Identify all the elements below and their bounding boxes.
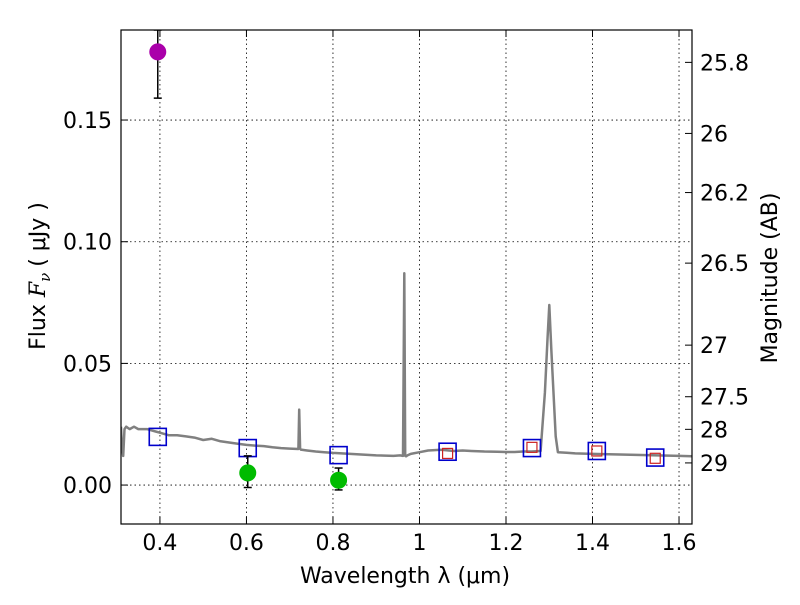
y2-axis-title: Magnitude (AB) xyxy=(758,193,783,364)
y2-tick-label: 27.5 xyxy=(700,386,749,411)
x-tick-label: 0.6 xyxy=(229,531,264,556)
detection-point xyxy=(239,464,257,482)
ticks-layer: 0.4 0.6 0.8 1 1.2 1.4 1.6 0.00 0.05 0.10 0.15 25.8 2… xyxy=(63,30,749,556)
model-photometry-square xyxy=(645,448,665,467)
y-axis-title-subscript: ν xyxy=(36,273,54,282)
plot-frame xyxy=(120,29,693,525)
detection-point xyxy=(149,43,167,61)
y2-tick-label: 26.5 xyxy=(700,252,749,277)
y-axis-title-prefix: Flux xyxy=(26,304,51,350)
y2-tick-label: 26 xyxy=(700,122,728,147)
model-photometry-square xyxy=(522,438,542,458)
y2-tick-label: 28 xyxy=(700,418,728,443)
y-tick-label: 0.05 xyxy=(63,352,112,377)
x-axis-title: Wavelength λ (μm) xyxy=(300,564,510,589)
x-tick-label: 1 xyxy=(412,531,426,556)
y2-tick-label: 27 xyxy=(700,334,728,359)
model-photometry-square xyxy=(587,441,607,461)
x-tick-label: 1.6 xyxy=(662,531,697,556)
data-layer xyxy=(121,30,692,491)
observed-photometry-square xyxy=(591,445,603,457)
observed-photometry-square xyxy=(649,452,661,464)
y2-tick-label: 25.8 xyxy=(700,51,749,76)
model-photometry-square xyxy=(438,442,457,462)
model-photometry-square xyxy=(148,427,168,447)
grid-layer xyxy=(121,30,692,524)
x-tick-label: 0.4 xyxy=(142,531,177,556)
x-tick-label: 1.2 xyxy=(488,531,523,556)
y-tick-label: 0.00 xyxy=(63,474,112,499)
model-photometry-square xyxy=(238,438,258,458)
y-tick-label: 0.10 xyxy=(63,231,112,256)
y-tick-label: 0.15 xyxy=(63,109,112,134)
observed-photometry-square xyxy=(441,447,454,460)
y-axis-title-unit: ( μJy ) xyxy=(26,202,51,267)
model-photometry-square xyxy=(329,445,348,465)
x-tick-label: 1.4 xyxy=(575,531,610,556)
x-tick-label: 0.8 xyxy=(315,531,350,556)
y2-tick-label: 29 xyxy=(700,452,728,477)
y-axis-title-symbol: F xyxy=(26,281,51,298)
detection-point xyxy=(330,471,348,489)
sed-model-line xyxy=(121,272,692,458)
y-axis-title: Flux Fν ( μJy ) xyxy=(26,202,54,350)
observed-photometry-square xyxy=(526,441,538,453)
y2-tick-label: 26.2 xyxy=(700,182,749,207)
